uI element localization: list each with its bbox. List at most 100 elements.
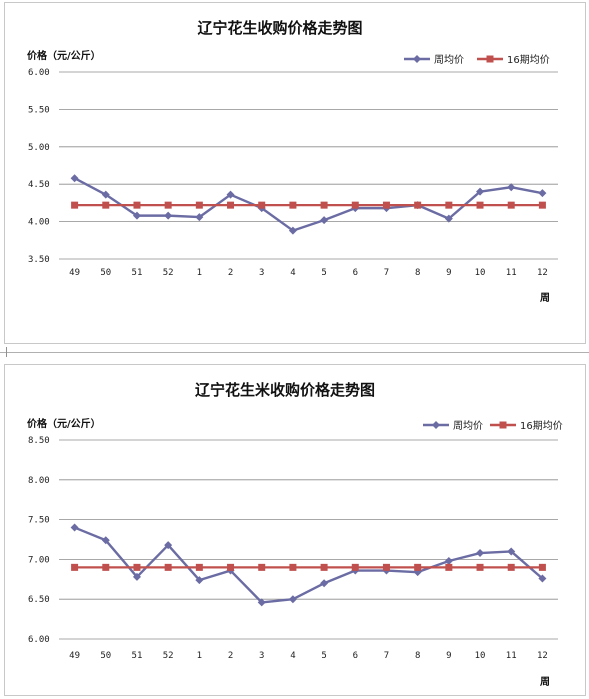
data-point-average	[71, 201, 79, 209]
data-point-weekly	[195, 576, 204, 585]
chart-title: 辽宁花生收购价格走势图	[197, 19, 362, 37]
x-tick-label: 49	[69, 268, 80, 278]
x-tick-label: 7	[384, 268, 389, 278]
data-point-average	[133, 563, 141, 571]
data-point-average	[102, 201, 110, 209]
x-axis-label: 周	[540, 292, 550, 304]
legend-label: 16期均价	[507, 54, 550, 66]
data-point-average	[164, 201, 172, 209]
chart-panel-peanut: 辽宁花生收购价格走势图 价格（元/公斤） 6.00 5.50 5.00 4.50 4.00 3…	[4, 2, 586, 344]
x-tick-label: 11	[506, 268, 517, 278]
legend-label: 周均价	[453, 420, 483, 432]
y-tick-label: 6.00	[28, 635, 50, 645]
data-point-average	[102, 563, 110, 571]
data-point-average	[289, 201, 297, 209]
y-tick-label: 7.50	[28, 516, 50, 526]
data-point-weekly	[70, 523, 79, 532]
data-point-average	[476, 201, 484, 209]
x-tick-label: 9	[446, 268, 451, 278]
y-tick-label: 5.50	[28, 105, 50, 115]
data-point-average	[195, 563, 203, 571]
x-tick-label: 5	[321, 651, 326, 661]
data-point-average	[507, 563, 515, 571]
data-point-average	[538, 201, 546, 209]
data-point-average	[320, 563, 328, 571]
y-tick-label: 8.00	[28, 476, 50, 486]
x-tick-label: 52	[163, 268, 174, 278]
series-line-weekly	[74, 526, 544, 604]
data-point-average	[445, 201, 453, 209]
x-tick-label: 4	[290, 651, 295, 661]
x-tick-label: 50	[100, 651, 111, 661]
x-tick-label: 3	[259, 651, 264, 661]
data-point-weekly	[164, 211, 173, 220]
data-point-average	[507, 201, 515, 209]
data-point-average	[445, 563, 453, 571]
data-point-weekly	[101, 536, 110, 545]
x-tick-label: 50	[100, 268, 111, 278]
data-point-weekly	[476, 187, 485, 196]
divider	[0, 352, 589, 353]
x-tick-label: 51	[132, 268, 143, 278]
legend-label: 16期均价	[520, 420, 563, 432]
x-tick-label: 7	[384, 651, 389, 661]
data-point-weekly	[476, 549, 485, 558]
data-point-average	[133, 201, 141, 209]
data-point-average	[258, 201, 266, 209]
data-point-weekly	[320, 216, 329, 225]
data-point-weekly	[507, 547, 516, 556]
data-point-weekly	[132, 572, 141, 581]
chart-title: 辽宁花生米收购价格走势图	[195, 381, 375, 399]
data-point-average	[71, 563, 79, 571]
y-tick-label: 7.00	[28, 555, 50, 565]
y-tick-label: 4.00	[28, 218, 50, 228]
x-tick-label: 9	[446, 651, 451, 661]
x-tick-label: 1	[197, 268, 202, 278]
data-point-average	[227, 563, 235, 571]
y-tick-label: 8.50	[28, 436, 50, 446]
x-tick-label: 52	[163, 651, 174, 661]
data-point-average	[227, 201, 235, 209]
data-point-average	[414, 201, 422, 209]
legend-marker	[432, 421, 440, 429]
x-tick-label: 11	[506, 651, 517, 661]
divider-marker	[6, 347, 7, 357]
data-point-weekly	[195, 213, 204, 222]
x-tick-label: 3	[259, 268, 264, 278]
x-tick-label: 5	[321, 268, 326, 278]
data-point-weekly	[101, 190, 110, 199]
data-point-average	[414, 563, 422, 571]
x-tick-label: 10	[475, 268, 486, 278]
chart-panel-peanut-kernel: 辽宁花生米收购价格走势图 价格（元/公斤） 8.50 8.00 7.50 7.00 6.50…	[4, 364, 586, 696]
data-point-weekly	[538, 189, 547, 198]
data-point-average	[289, 563, 297, 571]
data-point-weekly	[70, 174, 79, 183]
data-point-weekly	[164, 541, 173, 550]
data-point-weekly	[538, 574, 547, 583]
x-tick-label: 49	[69, 651, 80, 661]
data-point-average	[476, 563, 484, 571]
x-tick-label: 4	[290, 268, 295, 278]
data-point-weekly	[132, 211, 141, 220]
data-point-weekly	[288, 226, 297, 235]
x-tick-label: 6	[353, 651, 358, 661]
data-point-average	[382, 201, 390, 209]
x-tick-label: 2	[228, 268, 233, 278]
x-tick-label: 12	[537, 268, 548, 278]
y-tick-label: 6.00	[28, 68, 50, 78]
data-point-weekly	[226, 190, 235, 199]
y-axis-label: 价格（元/公斤）	[27, 417, 101, 430]
x-tick-label: 51	[132, 651, 143, 661]
x-tick-label: 8	[415, 268, 420, 278]
data-point-average	[195, 201, 203, 209]
data-point-weekly	[444, 556, 453, 565]
legend-marker	[499, 421, 507, 429]
data-point-weekly	[507, 183, 516, 192]
x-tick-label: 6	[353, 268, 358, 278]
y-axis-label: 价格（元/公斤）	[27, 49, 101, 62]
data-point-average	[351, 201, 359, 209]
y-tick-label: 3.50	[28, 255, 50, 265]
data-point-average	[320, 201, 328, 209]
